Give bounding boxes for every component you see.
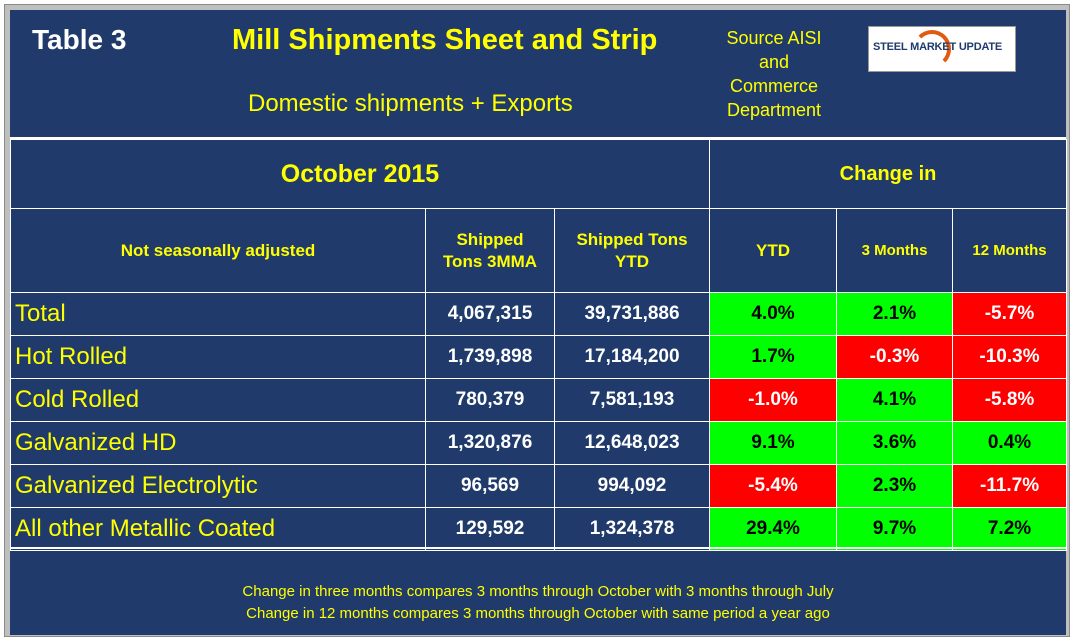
row-name: All other Metallic Coated <box>10 507 426 551</box>
col-header-name: Not seasonally adjusted <box>10 208 426 293</box>
change-12m-cell: 7.2% <box>951 507 1068 551</box>
footnote: Change in three months compares 3 months… <box>242 583 834 600</box>
change-ytd-cell: 1.7% <box>709 335 837 379</box>
footer-notes: Change in three months compares 3 months… <box>10 547 1066 637</box>
change-12m-cell: -11.7% <box>951 464 1068 508</box>
page-subtitle: Domestic shipments + Exports <box>248 90 573 117</box>
change-in-label: Change in <box>708 139 1068 209</box>
change-ytd-cell: -5.4% <box>709 464 837 508</box>
table-row: All other Metallic Coated 129,592 1,324,… <box>10 507 1068 551</box>
col-header-text: YTD <box>615 251 649 271</box>
source-line: Source AISI <box>726 28 822 48</box>
source-line: Department <box>726 100 822 120</box>
tons-3mma-cell: 1,739,898 <box>425 335 555 379</box>
source-line: Commerce <box>729 76 818 96</box>
col-header-tons-ytd: Shipped Tons YTD <box>554 208 710 293</box>
period-label: October 2015 <box>10 139 710 209</box>
header: Table 3 Mill Shipments Sheet and Strip D… <box>10 10 1066 139</box>
table-row: Cold Rolled 780,379 7,581,193 -1.0% 4.1%… <box>10 378 1068 422</box>
col-header-change-3m: 3 Months <box>836 208 953 293</box>
change-12m-cell: -5.8% <box>951 378 1068 422</box>
logo-swoosh-icon <box>913 30 951 68</box>
source-note: Source AISI and Commerce Department <box>714 26 834 122</box>
col-header-tons-3mma: Shipped Tons 3MMA <box>425 208 555 293</box>
change-12m-cell: -5.7% <box>951 292 1068 336</box>
source-line: and <box>758 52 790 72</box>
table-row: Galvanized HD 1,320,876 12,648,023 9.1% … <box>10 421 1068 465</box>
row-name: Hot Rolled <box>10 335 426 379</box>
tons-3mma-cell: 1,320,876 <box>425 421 555 465</box>
row-name: Cold Rolled <box>10 378 426 422</box>
steel-market-update-logo: STEEL MARKET UPDATE <box>868 26 1016 72</box>
tons-ytd-cell: 12,648,023 <box>554 421 710 465</box>
col-header-text: Shipped <box>456 229 524 249</box>
table-row: Total 4,067,315 39,731,886 4.0% 2.1% -5.… <box>10 292 1068 336</box>
change-3m-cell: -0.3% <box>836 335 953 379</box>
table-label: Table 3 <box>32 24 127 55</box>
table-row: Hot Rolled 1,739,898 17,184,200 1.7% -0.… <box>10 335 1068 379</box>
col-header-text: Shipped Tons <box>576 229 688 249</box>
tons-ytd-cell: 7,581,193 <box>554 378 710 422</box>
page-title: Mill Shipments Sheet and Strip <box>232 24 658 56</box>
change-12m-cell: -10.3% <box>951 335 1068 379</box>
change-ytd-cell: 29.4% <box>709 507 837 551</box>
footnote: Change in 12 months compares 3 months th… <box>246 605 830 622</box>
row-name: Galvanized HD <box>10 421 426 465</box>
tons-3mma-cell: 96,569 <box>425 464 555 508</box>
change-3m-cell: 2.1% <box>836 292 953 336</box>
tons-ytd-cell: 39,731,886 <box>554 292 710 336</box>
logo-text: STEEL MARKET UPDATE <box>873 41 1003 53</box>
change-ytd-cell: -1.0% <box>709 378 837 422</box>
change-3m-cell: 2.3% <box>836 464 953 508</box>
col-header-change-ytd: YTD <box>709 208 837 293</box>
column-header-row: Not seasonally adjusted Shipped Tons 3MM… <box>10 208 1068 293</box>
tons-ytd-cell: 1,324,378 <box>554 507 710 551</box>
tons-3mma-cell: 129,592 <box>425 507 555 551</box>
change-ytd-cell: 9.1% <box>709 421 837 465</box>
row-name: Galvanized Electrolytic <box>10 464 426 508</box>
tons-3mma-cell: 4,067,315 <box>425 292 555 336</box>
tons-ytd-cell: 994,092 <box>554 464 710 508</box>
change-ytd-cell: 4.0% <box>709 292 837 336</box>
tons-ytd-cell: 17,184,200 <box>554 335 710 379</box>
change-3m-cell: 9.7% <box>836 507 953 551</box>
table-panel: Table 3 Mill Shipments Sheet and Strip D… <box>10 10 1068 637</box>
table-row: Galvanized Electrolytic 96,569 994,092 -… <box>10 464 1068 508</box>
row-name: Total <box>10 292 426 336</box>
period-row: October 2015 Change in <box>10 139 1068 209</box>
shipments-table: October 2015 Change in Not seasonally ad… <box>10 139 1068 551</box>
change-3m-cell: 3.6% <box>836 421 953 465</box>
col-header-change-12m: 12 Months <box>951 208 1068 293</box>
change-3m-cell: 4.1% <box>836 378 953 422</box>
tons-3mma-cell: 780,379 <box>425 378 555 422</box>
change-12m-cell: 0.4% <box>951 421 1068 465</box>
col-header-text: Tons 3MMA <box>442 251 538 271</box>
